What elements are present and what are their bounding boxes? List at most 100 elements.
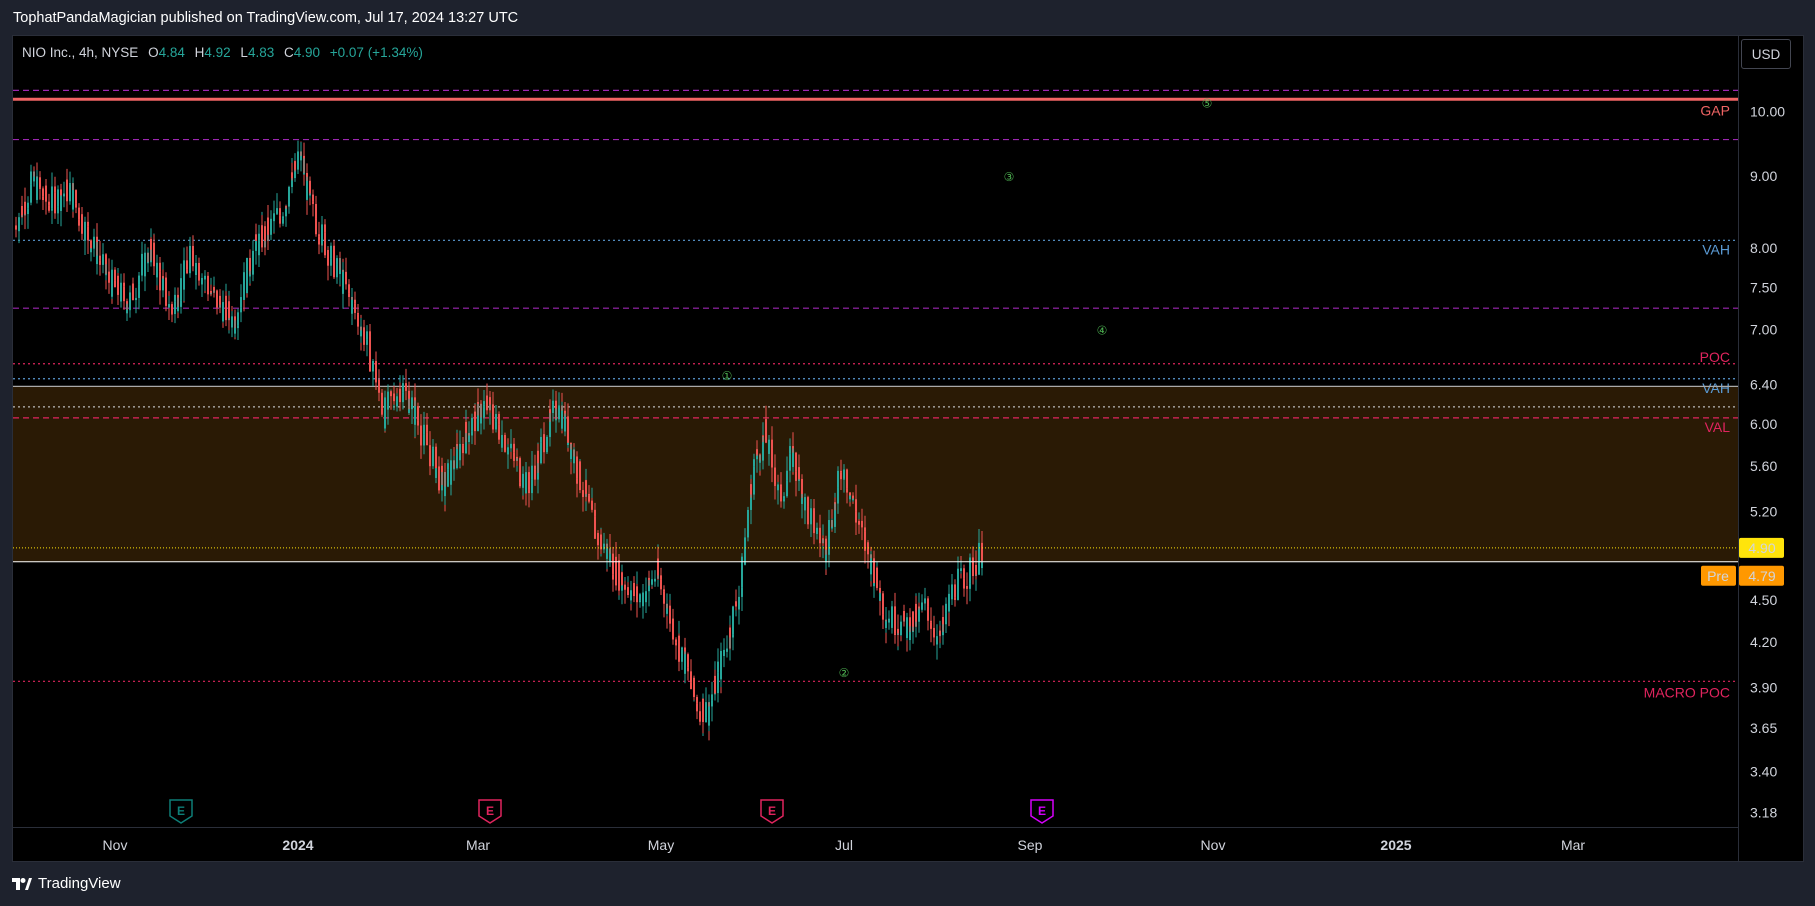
candle-body: [711, 700, 713, 707]
candle-body: [357, 314, 359, 327]
earnings-marker-1[interactable]: [169, 799, 193, 824]
candle-body: [879, 593, 881, 601]
candle-body: [309, 180, 311, 195]
candle-body: [120, 282, 122, 302]
earnings-marker-4[interactable]: [1030, 799, 1054, 824]
candle-body: [618, 560, 620, 591]
candle-body: [798, 467, 800, 479]
candle-body: [429, 450, 431, 467]
candle-body: [579, 461, 581, 491]
candle-body: [123, 286, 125, 302]
candle-body: [636, 586, 638, 603]
earnings-marker-2[interactable]: [478, 799, 502, 824]
candle-body: [75, 203, 77, 208]
wave-label-4: ④: [1097, 324, 1108, 338]
y-tick-label-1: 9.00: [1750, 168, 1777, 184]
candle-body: [114, 269, 116, 281]
last-price-badge: [1739, 537, 1784, 558]
candle-body: [885, 621, 887, 628]
candle-body: [567, 416, 569, 445]
candle-body: [726, 648, 728, 652]
candle-body: [540, 442, 542, 464]
candle-body: [60, 196, 62, 211]
candle-body: [279, 215, 281, 224]
candle-body: [804, 497, 806, 511]
candle-body: [237, 312, 239, 326]
candle-body: [567, 442, 569, 445]
candle-body: [945, 603, 947, 614]
candle-body: [651, 579, 653, 585]
candle-body: [507, 447, 509, 455]
candle-body: [51, 186, 53, 209]
candle-body: [360, 330, 362, 337]
wave-label-3: ③: [1004, 170, 1015, 184]
earnings-marker-3[interactable]: [760, 799, 784, 824]
price-chart[interactable]: GAP VAH POC VAH VAL MACRO POC ① ② ③ ④ ⑤ E E E E 10.00 9.…: [0, 0, 1815, 862]
candle-body: [189, 245, 191, 260]
candle-body: [285, 206, 287, 208]
candle-body: [285, 206, 287, 217]
candle-body: [684, 654, 686, 674]
candle-body: [390, 391, 392, 397]
candle-body: [657, 558, 659, 576]
candle-body: [909, 632, 911, 641]
candle-body: [411, 398, 413, 410]
candle-body: [447, 463, 449, 470]
candle-body: [162, 276, 164, 278]
x-tick-label-2: Mar: [466, 837, 490, 853]
y-tick-label-9: 4.50: [1750, 592, 1777, 608]
high-value: 4.92: [204, 45, 231, 60]
tradingview-brand[interactable]: TradingView: [12, 875, 121, 892]
candle-body: [375, 381, 377, 383]
y-tick-label-4: 7.00: [1750, 322, 1777, 338]
candle-body: [816, 527, 818, 533]
x-tick-label-1: 2024: [282, 837, 313, 853]
candle-body: [882, 593, 884, 615]
candle-body: [522, 473, 524, 488]
candle-body: [795, 471, 797, 481]
candle-body: [381, 408, 383, 415]
candle-body: [39, 187, 41, 189]
currency-button[interactable]: USD: [1741, 39, 1791, 69]
candle-body: [246, 257, 248, 294]
candle-body: [168, 304, 170, 308]
candle-body: [78, 219, 80, 226]
candle-body: [900, 621, 902, 636]
candle-body: [864, 531, 866, 551]
candle-body: [495, 413, 497, 422]
brand-label: TradingView: [38, 875, 121, 892]
candle-body: [453, 468, 455, 470]
candle-body: [183, 260, 185, 290]
candle-body: [309, 194, 311, 196]
candle-body: [669, 605, 671, 624]
candle-body: [681, 647, 683, 650]
candle-body: [906, 617, 908, 639]
candle-body: [138, 275, 140, 285]
candle-body: [801, 478, 803, 504]
candle-body: [303, 173, 305, 175]
candle-body: [666, 608, 668, 614]
candle-body: [54, 192, 56, 214]
candle-body: [519, 482, 521, 487]
candle-body: [696, 703, 698, 712]
candle-body: [738, 596, 740, 610]
candle-body: [312, 201, 314, 204]
candle-body: [27, 202, 29, 209]
candle-body: [861, 520, 863, 528]
candle-body: [156, 262, 158, 278]
candle-body: [72, 190, 74, 210]
candle-body: [135, 297, 137, 299]
candle-body: [732, 606, 734, 635]
open-label: O: [148, 45, 159, 60]
candle-body: [177, 306, 179, 312]
candle-body: [330, 245, 332, 259]
candle-body: [744, 537, 746, 565]
candle-body: [630, 590, 632, 601]
candle-body: [660, 579, 662, 590]
candle-body: [45, 185, 47, 202]
candle-body: [456, 444, 458, 469]
x-tick-label-3: May: [648, 837, 674, 853]
candle-body: [492, 419, 494, 430]
candle-body: [171, 304, 173, 314]
candle-body: [243, 272, 245, 300]
